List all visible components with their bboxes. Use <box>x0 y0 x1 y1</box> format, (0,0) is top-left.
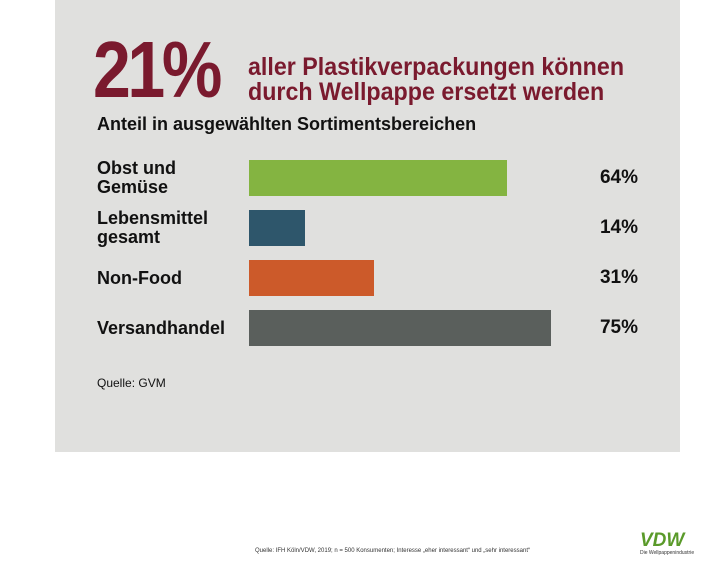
panel <box>55 0 680 452</box>
chart-subtitle: aller Plastikverpackungen können durch W… <box>248 53 625 106</box>
value-label: 31% <box>599 267 638 288</box>
bar <box>249 210 306 246</box>
bar <box>249 260 374 296</box>
value-label: 75% <box>599 317 638 338</box>
bar <box>249 310 552 346</box>
category-label: Obst und Gemüse <box>97 158 176 197</box>
footnote: Quelle: IFH Köln/VDW, 2019; n = 500 Kons… <box>255 548 530 554</box>
value-label: 64% <box>599 167 638 188</box>
value-label: 14% <box>599 217 638 238</box>
logo-subtitle: Die Wellpappenindustrie <box>640 550 695 556</box>
logo: VDW <box>640 530 685 551</box>
category-label: Lebensmittel gesamt <box>97 208 209 247</box>
bar <box>249 160 507 196</box>
chart-title: 21% <box>93 25 222 114</box>
source: Quelle: GVM <box>97 376 166 390</box>
category-label: Versandhandel <box>97 317 226 338</box>
chart-heading: Anteil in ausgewählten Sortimentsbereich… <box>97 114 477 134</box>
category-label: Non-Food <box>97 267 182 288</box>
